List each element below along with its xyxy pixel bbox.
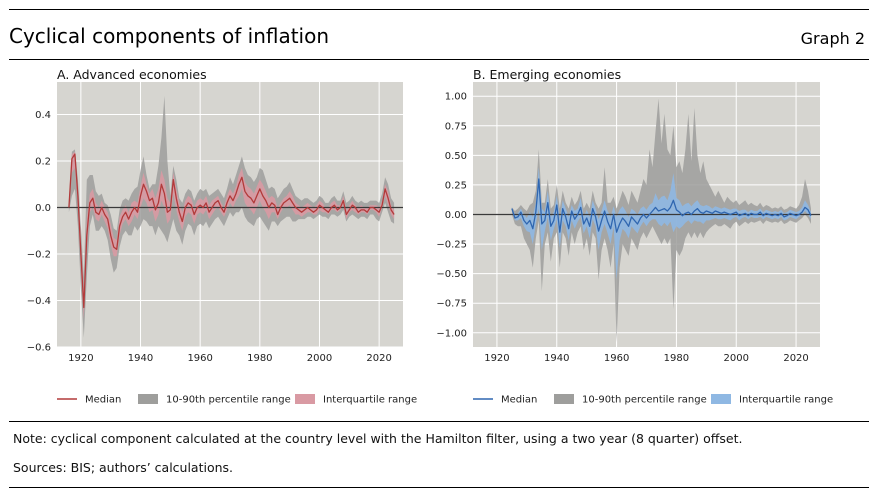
adv-y-tick-label: −0.2 [27,250,51,261]
adv-legend-median-label: Median [85,395,121,406]
adv-percentile-band [68,95,395,338]
em-y-tick-label: 0.25 [445,180,467,191]
sources-note: Sources: BIS; authors’ calculations. [13,460,234,475]
adv-x-tick-label: 1920 [68,353,93,364]
em-legend-median-label: Median [501,395,537,406]
em-y-tick-label: −1.00 [436,328,467,339]
adv-y-tick-label: −0.4 [27,296,51,307]
em-legend-iqr-label: Interquartile range [739,395,833,406]
em-x-tick-label: 1960 [604,353,629,364]
adv-interquartile-band [68,151,395,320]
em-x-tick-label: 2000 [724,353,749,364]
adv-x-tick-label: 1940 [128,353,153,364]
em-y-tick-label: −0.75 [436,299,467,310]
em-x-tick-label: 1980 [664,353,689,364]
adv-y-tick-label: 0.4 [35,110,51,121]
em-legend-percentile-swatch [554,394,574,404]
adv-legend-iqr-label: Interquartile range [323,395,417,406]
adv-median-line [68,153,395,309]
em-median-line [511,178,812,233]
adv-x-tick-label: 2000 [307,353,332,364]
graph-number: Graph 2 [800,29,865,48]
em-legend-iqr-swatch [711,394,731,404]
adv-panel-title: A. Advanced economies [57,67,207,82]
em-panel-title: B. Emerging economies [473,67,621,82]
page-title: Cyclical components of inflation [9,24,330,48]
em-legend-percentile-label: 10-90th percentile range [582,395,707,406]
em-y-tick-label: −0.50 [436,269,467,280]
adv-legend-percentile-label: 10-90th percentile range [166,395,291,406]
em-interquartile-band [511,167,811,280]
adv-x-tick-label: 1980 [247,353,272,364]
adv-legend-percentile-swatch [138,394,158,404]
adv-legend-iqr-swatch [295,394,315,404]
em-y-tick-label: 0.50 [445,151,467,162]
em-y-tick-label: −0.25 [436,240,467,251]
em-y-tick-label: 0.00 [445,210,467,221]
em-y-tick-label: 0.75 [445,121,467,132]
adv-y-tick-label: −0.6 [27,343,51,354]
em-x-tick-label: 2020 [783,353,808,364]
adv-x-tick-label: 1960 [187,353,212,364]
adv-x-tick-label: 2020 [366,353,391,364]
adv-y-tick-label: 0.0 [35,203,51,214]
em-x-tick-label: 1920 [484,353,509,364]
em-y-tick-label: 1.00 [445,92,467,103]
adv-y-tick-label: 0.2 [35,157,51,168]
footnote: Note: cyclical component calculated at t… [13,431,743,446]
chart-figure: A. Advanced economies 1920 1940 1960 1980 200… [27,67,833,406]
em-x-tick-label: 1940 [544,353,569,364]
